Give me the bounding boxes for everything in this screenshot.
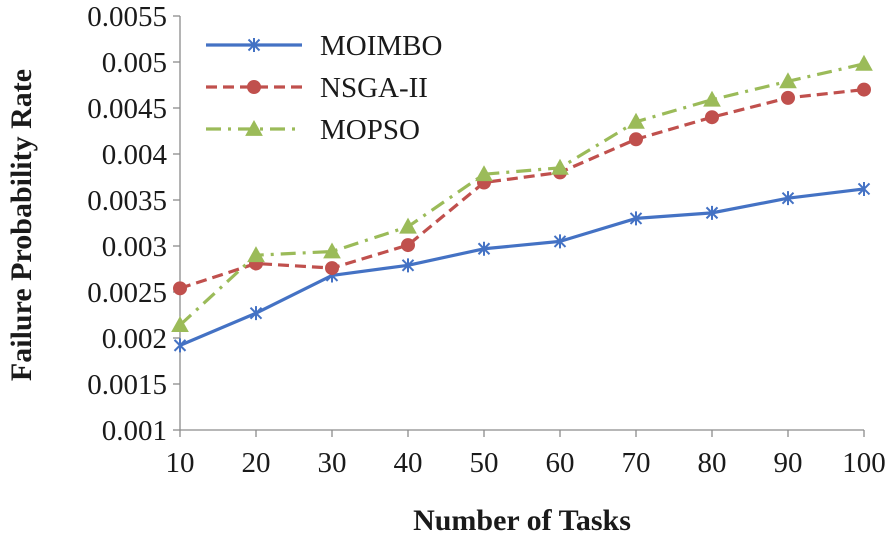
data-point — [171, 316, 189, 333]
data-point — [781, 191, 795, 206]
data-point — [553, 234, 567, 249]
x-tick-label: 60 — [546, 447, 575, 479]
data-point — [705, 205, 719, 220]
data-point — [781, 90, 795, 105]
data-point — [477, 241, 491, 256]
series-line — [178, 62, 865, 327]
x-tick-label: 10 — [166, 447, 195, 479]
data-point — [401, 238, 415, 253]
x-tick-label: 40 — [394, 447, 423, 479]
legend-marker — [247, 80, 261, 94]
plot-area — [171, 54, 873, 353]
data-point — [629, 211, 643, 226]
data-point — [705, 110, 719, 125]
x-tick-label: 90 — [774, 447, 803, 479]
axes — [179, 16, 864, 431]
y-tick-label: 0.0035 — [87, 185, 167, 217]
series-line — [179, 88, 865, 290]
data-point — [627, 112, 645, 129]
data-point — [855, 54, 873, 71]
y-tick-label: 0.0025 — [87, 277, 167, 309]
legend-label: MOPSO — [320, 114, 420, 146]
x-tick-label: 80 — [698, 447, 727, 479]
y-tick-label: 0.002 — [102, 323, 167, 355]
x-tick-label: 100 — [842, 447, 886, 479]
data-point — [249, 306, 263, 321]
y-tick-label: 0.0015 — [87, 369, 167, 401]
data-point — [325, 261, 339, 276]
x-tick-label: 70 — [622, 447, 651, 479]
data-point — [401, 258, 415, 273]
series-mopso — [171, 54, 873, 333]
legend: MOIMBO NSGA-II MOPSO — [206, 30, 442, 146]
data-point — [857, 181, 871, 196]
series-nsga-ii — [173, 82, 871, 296]
series-line — [179, 187, 865, 347]
x-tick-label: 20 — [242, 447, 271, 479]
data-point — [173, 281, 187, 296]
legend-item-moimbo: MOIMBO — [206, 30, 442, 62]
y-axis-ticks: 0.001 0.0015 0.002 0.0025 0.003 0.0035 0.004 0.… — [87, 1, 180, 447]
legend-item-nsga-ii: NSGA-II — [206, 72, 428, 104]
data-point — [399, 217, 417, 234]
x-axis-title: Number of Tasks — [413, 504, 631, 537]
data-point — [857, 82, 871, 97]
legend-item-mopso: MOPSO — [206, 114, 420, 146]
y-tick-label: 0.0055 — [87, 1, 167, 33]
data-point — [629, 132, 643, 147]
y-tick-label: 0.0045 — [87, 93, 167, 125]
data-point — [173, 338, 187, 353]
legend-label: NSGA-II — [320, 72, 428, 104]
legend-label: MOIMBO — [320, 30, 442, 62]
x-axis-ticks: 10 20 30 40 50 60 70 80 90 100 — [166, 430, 886, 479]
y-axis-title: Failure Probability Rate — [5, 69, 38, 381]
legend-marker — [247, 38, 261, 52]
x-tick-label: 50 — [470, 447, 499, 479]
data-point — [703, 90, 721, 107]
y-tick-label: 0.004 — [102, 139, 168, 171]
data-point — [779, 72, 797, 89]
x-tick-label: 30 — [318, 447, 347, 479]
y-tick-label: 0.005 — [102, 47, 167, 79]
data-point — [475, 165, 493, 182]
legend-marker — [245, 119, 263, 136]
y-tick-label: 0.001 — [102, 415, 167, 447]
series-moimbo — [173, 181, 871, 353]
data-point — [551, 158, 569, 175]
data-point — [247, 246, 265, 263]
data-point — [323, 242, 341, 259]
y-tick-label: 0.003 — [102, 231, 167, 263]
